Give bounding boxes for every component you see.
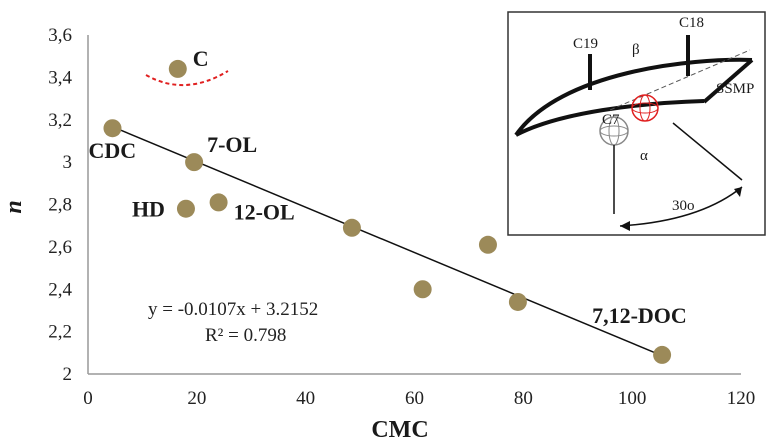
y-axis-title: n xyxy=(1,200,27,213)
y-tick-label: 3,4 xyxy=(48,67,72,88)
data-point xyxy=(413,280,432,299)
data-point xyxy=(168,59,187,78)
angle-arrow-left xyxy=(620,221,630,231)
c-annotation-curve xyxy=(145,70,229,86)
trendline xyxy=(112,126,663,357)
inset-label-c18: C18 xyxy=(679,15,704,31)
data-point xyxy=(478,235,497,254)
y-tick-label: 3 xyxy=(63,152,73,173)
x-tick-label: 80 xyxy=(514,388,533,409)
data-point xyxy=(508,292,527,311)
point-label: 7-OL xyxy=(207,132,257,157)
y-tick-label: 2,6 xyxy=(48,237,72,258)
trendline-equation: y = -0.0107x + 3.2152 xyxy=(148,299,318,320)
point-label: 12-OL xyxy=(234,199,295,224)
angle-arrow-right xyxy=(734,187,742,197)
data-point xyxy=(176,199,195,218)
inset-label-c19: C19 xyxy=(573,36,598,52)
x-tick-label: 100 xyxy=(618,388,647,409)
y-tick-label: 3,6 xyxy=(48,25,72,46)
point-label: HD xyxy=(132,197,165,222)
angle-arc xyxy=(619,186,743,227)
inset-label-angle: 30o xyxy=(672,198,695,214)
data-points xyxy=(103,59,672,364)
ssmp-dashed-line xyxy=(609,49,751,111)
trendline-group xyxy=(112,126,663,357)
beta-hydroxyl-sphere-icon xyxy=(631,94,659,122)
data-point xyxy=(103,119,122,138)
x-tick-label: 40 xyxy=(296,388,315,409)
y-tick-label: 3,2 xyxy=(48,110,72,131)
y-tick-label: 2,2 xyxy=(48,322,72,343)
x-tick-label: 0 xyxy=(83,388,93,409)
inset-label-ssmp: SSMP xyxy=(716,81,754,97)
tick-labels: 0 20 40 60 80 100 120 2 2,2 2,4 2,6 2,8 3 3,2 3,4 3,6 xyxy=(48,25,755,409)
y-tick-label: 2,8 xyxy=(48,195,72,216)
point-labels: C CDC 7-OL HD 12-OL 7,12-DOC xyxy=(88,46,686,328)
steroid-plane-bottom-edge xyxy=(515,99,705,137)
x-tick-label: 60 xyxy=(405,388,424,409)
data-point xyxy=(185,153,204,172)
data-point xyxy=(653,345,672,364)
trendline-r2: R² = 0.798 xyxy=(205,325,286,346)
point-label: C xyxy=(193,46,209,71)
x-tick-label: 20 xyxy=(187,388,206,409)
alpha-tilted-line xyxy=(672,122,743,181)
inset-label-c7: C7 xyxy=(602,112,620,128)
inset-label-beta: β xyxy=(632,42,640,58)
point-label: CDC xyxy=(88,138,136,163)
inset-label-alpha: α xyxy=(640,148,648,164)
x-axis-title: CMC xyxy=(371,417,428,439)
data-point xyxy=(342,218,361,237)
axes xyxy=(87,35,741,375)
point-label: 7,12-DOC xyxy=(592,303,687,328)
steroid-plane-top-edge xyxy=(514,57,753,137)
inset-diagram: C19 C18 β SSMP C7 α 30o xyxy=(507,11,766,236)
x-tick-label: 120 xyxy=(727,388,756,409)
data-point xyxy=(209,193,228,212)
y-tick-label: 2,4 xyxy=(48,279,72,300)
steroid-plane-right-edge xyxy=(702,58,754,104)
y-tick-label: 2 xyxy=(63,364,73,385)
